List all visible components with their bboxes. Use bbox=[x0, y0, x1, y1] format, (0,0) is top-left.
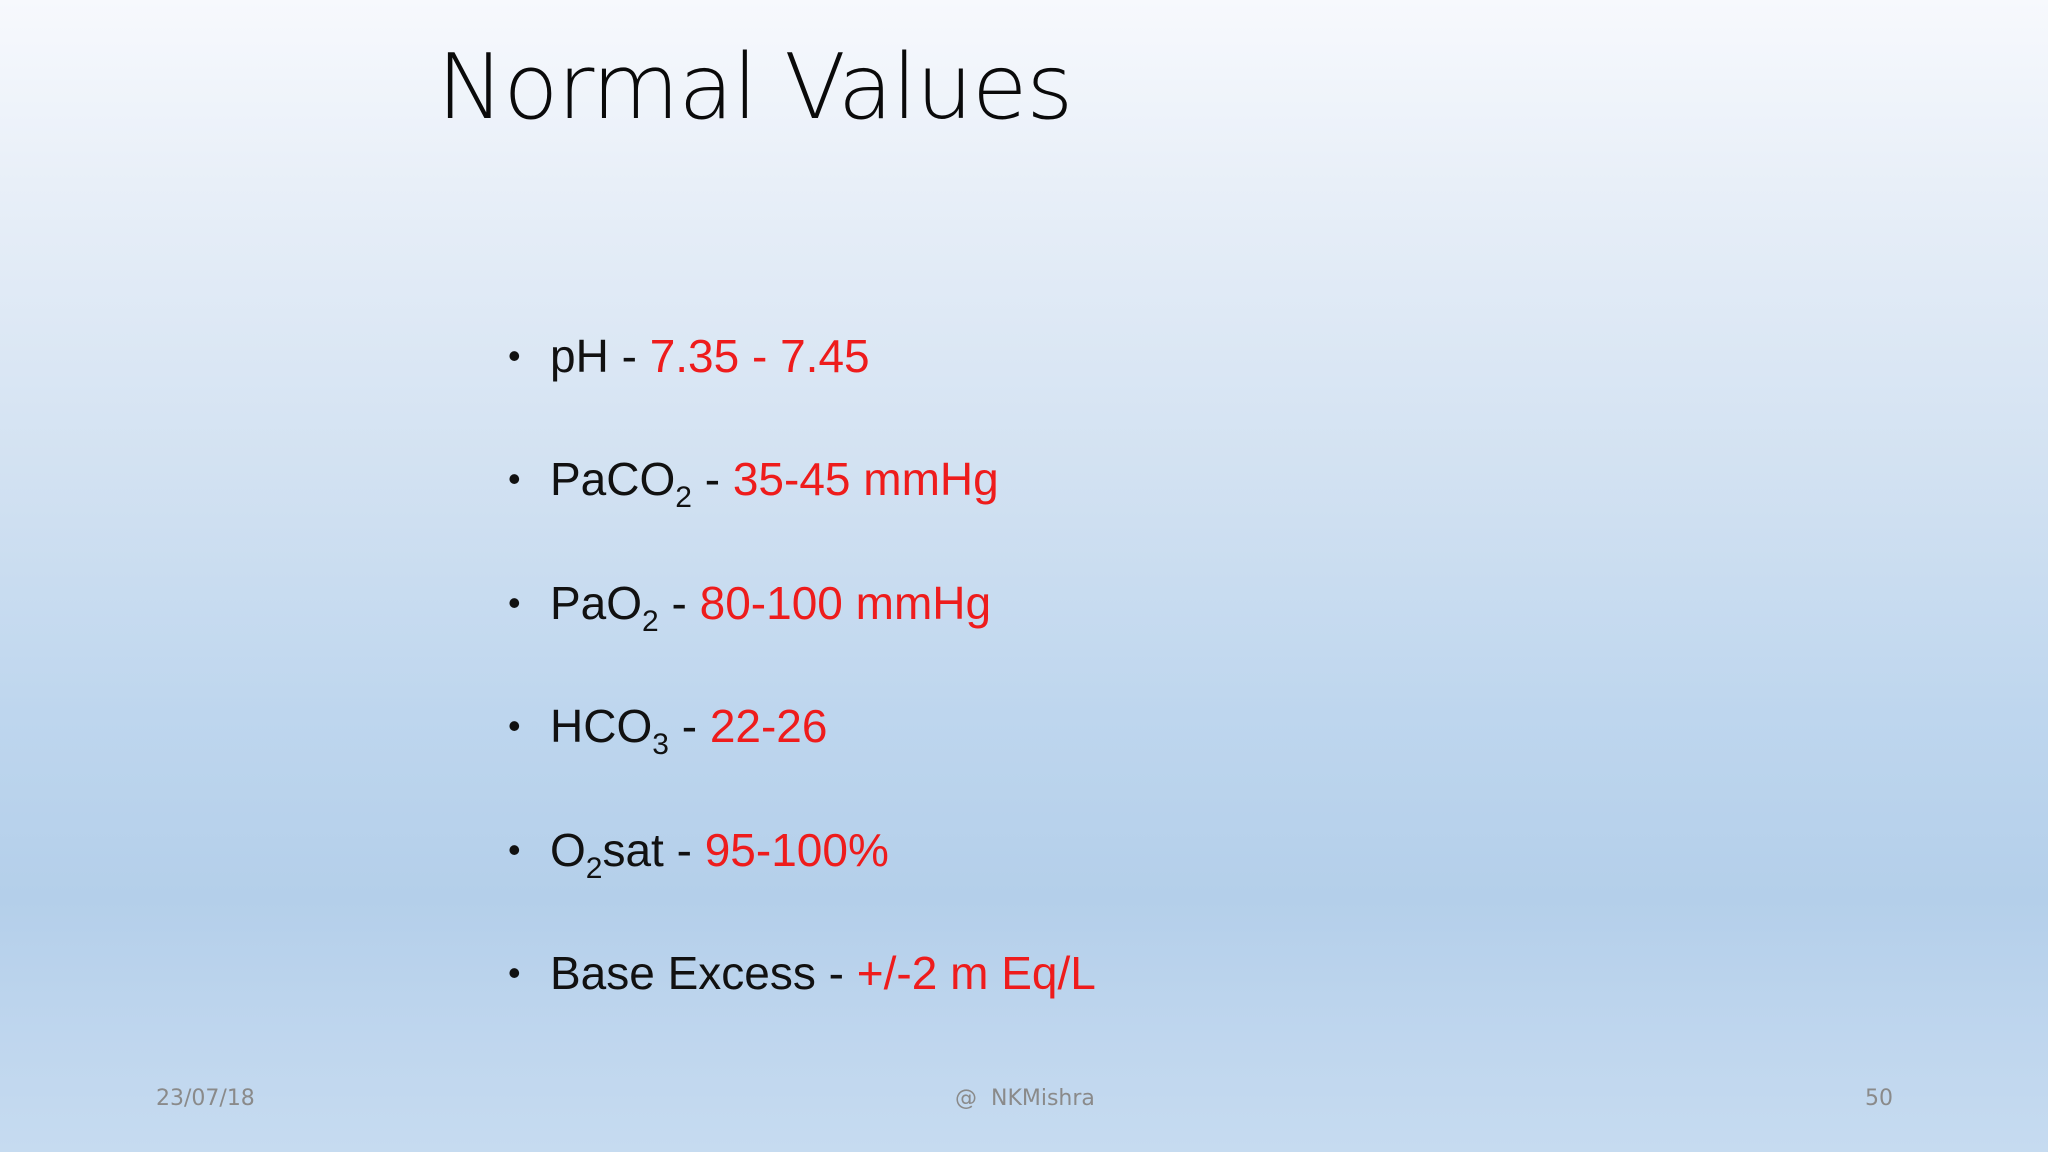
item-label: O bbox=[550, 823, 586, 876]
bullet-icon: • bbox=[508, 335, 521, 376]
bullet-text: pH - 7.35 - 7.45 bbox=[550, 320, 870, 392]
footer-page-number: 50 bbox=[1865, 1086, 1893, 1111]
item-value: 7.35 - 7.45 bbox=[649, 330, 870, 382]
bullet-icon: • bbox=[508, 951, 521, 993]
item-label: HCO bbox=[550, 700, 653, 753]
bullet-icon: • bbox=[508, 581, 521, 623]
bullet-text: HCO3 - 22-26 bbox=[550, 690, 827, 762]
item-label-after: - bbox=[668, 700, 710, 753]
item-value: +/-2 m Eq/L bbox=[856, 946, 1096, 999]
item-label: PaCO bbox=[550, 453, 676, 506]
item-subscript: 2 bbox=[675, 481, 692, 515]
bullet-text: Base Excess - +/-2 m Eq/L bbox=[550, 937, 1096, 1009]
bullet-text: O2sat - 95-100% bbox=[550, 814, 889, 886]
bullet-icon: • bbox=[508, 458, 521, 500]
item-subscript: 3 bbox=[652, 728, 669, 762]
item-value: 35-45 mmHg bbox=[732, 453, 999, 506]
item-label-after: sat - bbox=[602, 823, 705, 876]
item-subscript: 2 bbox=[585, 851, 603, 885]
item-value: 80-100 mmHg bbox=[699, 576, 992, 629]
slide-title: Normal Values bbox=[437, 35, 1073, 140]
item-label-after: - bbox=[691, 453, 733, 506]
item-label-after: - bbox=[658, 576, 700, 629]
footer-author: @ NKMishra bbox=[955, 1086, 1095, 1111]
item-label: pH - bbox=[550, 330, 650, 382]
item-value: 95-100% bbox=[704, 823, 889, 876]
footer-date: 23/07/18 bbox=[156, 1086, 255, 1111]
item-subscript: 2 bbox=[642, 604, 659, 638]
item-label: PaO bbox=[550, 576, 643, 629]
bullet-icon: • bbox=[508, 828, 521, 870]
item-value: 22-26 bbox=[709, 700, 828, 753]
bullet-text: PaO2 - 80-100 mmHg bbox=[550, 567, 991, 639]
bullet-icon: • bbox=[508, 705, 521, 747]
bullet-text: PaCO2 - 35-45 mmHg bbox=[550, 443, 999, 515]
item-label: Base Excess - bbox=[550, 946, 857, 999]
